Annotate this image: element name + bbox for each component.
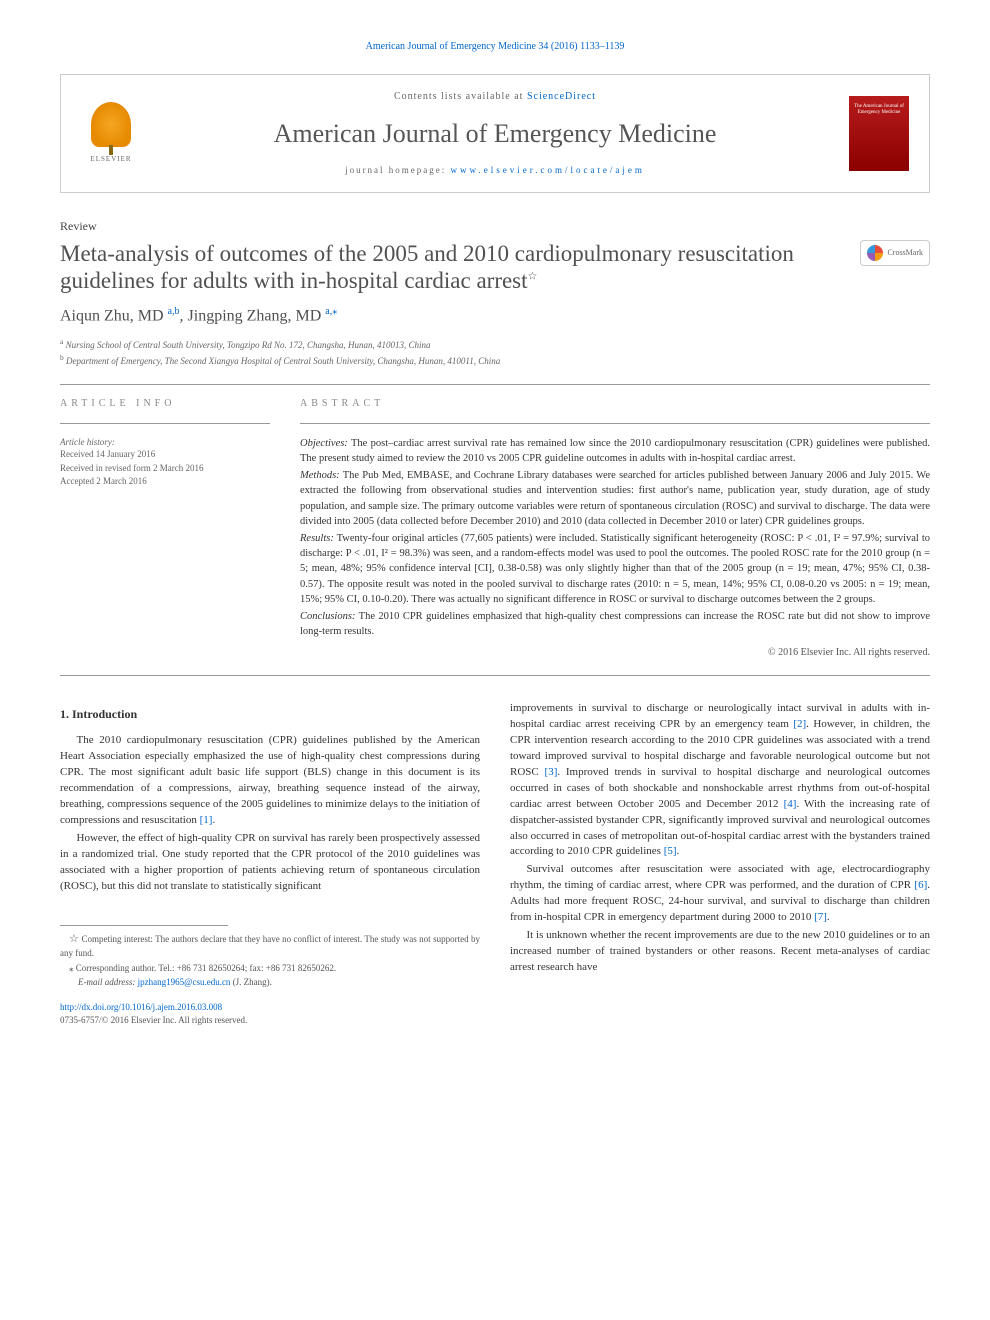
corresponding-text: Corresponding author. Tel.: +86 731 8265… xyxy=(74,963,337,973)
article-info-heading: ARTICLE INFO xyxy=(60,397,270,411)
abstract-methods: Methods: The Pub Med, EMBASE, and Cochra… xyxy=(300,468,930,529)
running-header: American Journal of Emergency Medicine 3… xyxy=(60,40,930,54)
abstract-copyright: © 2016 Elsevier Inc. All rights reserved… xyxy=(300,646,930,661)
info-divider xyxy=(60,423,270,424)
conclusions-text: The 2010 CPR guidelines emphasized that … xyxy=(300,611,930,637)
article-type: Review xyxy=(60,218,930,235)
body-p2: However, the effect of high-quality CPR … xyxy=(60,831,480,895)
footnote-divider xyxy=(60,925,228,926)
sciencedirect-link[interactable]: ScienceDirect xyxy=(527,91,596,102)
abstract-objectives: Objectives: The post–cardiac arrest surv… xyxy=(300,436,930,466)
cover-text: The American Journal of Emergency Medici… xyxy=(849,104,909,116)
results-label: Results: xyxy=(300,533,334,544)
main-body: 1. Introduction The 2010 cardiopulmonary… xyxy=(60,701,930,1027)
issn-copyright: 0735-6757/© 2016 Elsevier Inc. All right… xyxy=(60,1015,247,1025)
email-link[interactable]: jpzhang1965@csu.edu.cn xyxy=(138,977,231,987)
elsevier-tree-icon xyxy=(91,102,131,147)
crossmark-icon xyxy=(867,245,883,261)
competing-text: Competing interest: The authors declare … xyxy=(60,934,480,958)
crossmark-label: CrossMark xyxy=(887,247,923,258)
p2a: However, the effect of high-quality CPR … xyxy=(60,832,480,892)
email-suffix: (J. Zhang). xyxy=(230,977,272,987)
footnote-email: E-mail address: jpzhang1965@csu.edu.cn (… xyxy=(60,976,480,989)
article-title: Meta-analysis of outcomes of the 2005 an… xyxy=(60,240,860,295)
ref-3-link[interactable]: [3] xyxy=(545,766,558,778)
objectives-text: The post–cardiac arrest survival rate ha… xyxy=(300,438,930,464)
affiliation-b-text: Department of Emergency, The Second Xian… xyxy=(66,356,500,366)
abstract-conclusions: Conclusions: The 2010 CPR guidelines emp… xyxy=(300,609,930,639)
body-p3: improvements in survival to discharge or… xyxy=(510,701,930,860)
p5: It is unknown whether the recent improve… xyxy=(510,929,930,973)
info-abstract-row: ARTICLE INFO Article history: Received 1… xyxy=(60,397,930,660)
ref-6-link[interactable]: [6] xyxy=(914,879,927,891)
abstract-column: ABSTRACT Objectives: The post–cardiac ar… xyxy=(300,397,930,660)
history-revised: Received in revised form 2 March 2016 xyxy=(60,462,270,476)
authors-line: Aiqun Zhu, MD a,b, Jingping Zhang, MD a,… xyxy=(60,305,930,328)
journal-name: American Journal of Emergency Medicine xyxy=(141,116,849,152)
affiliation-a: a Nursing School of Central South Univer… xyxy=(60,336,930,353)
p1a: The 2010 cardiopulmonary resuscitation (… xyxy=(60,734,480,826)
methods-label: Methods: xyxy=(300,470,340,481)
p4a: Survival outcomes after resuscitation we… xyxy=(510,863,930,891)
ref-2-link[interactable]: [2] xyxy=(793,718,806,730)
ref-1-link[interactable]: [1] xyxy=(200,814,213,826)
journal-homepage: journal homepage: www.elsevier.com/locat… xyxy=(141,164,849,177)
corresponding-mark-icon: ⁎ xyxy=(332,306,337,317)
abstract-results: Results: Twenty-four original articles (… xyxy=(300,531,930,607)
contents-prefix: Contents lists available at xyxy=(394,91,527,102)
abstract-heading: ABSTRACT xyxy=(300,397,930,411)
homepage-prefix: journal homepage: xyxy=(345,165,450,175)
banner-center: Contents lists available at ScienceDirec… xyxy=(141,90,849,177)
affiliations: a Nursing School of Central South Univer… xyxy=(60,336,930,369)
elsevier-label: ELSEVIER xyxy=(90,155,131,165)
history-label: Article history: xyxy=(60,436,270,449)
abstract-divider xyxy=(300,423,930,424)
footnote-corresponding: ⁎ Corresponding author. Tel.: +86 731 82… xyxy=(60,962,480,975)
p4c: . xyxy=(827,911,830,923)
body-p1: The 2010 cardiopulmonary resuscitation (… xyxy=(60,733,480,829)
email-label: E-mail address: xyxy=(78,977,138,987)
crossmark-badge[interactable]: CrossMark xyxy=(860,240,930,266)
doi-block: http://dx.doi.org/10.1016/j.ajem.2016.03… xyxy=(60,1001,480,1027)
author-1: Aiqun Zhu, MD xyxy=(60,307,168,324)
history-received: Received 14 January 2016 xyxy=(60,448,270,462)
abstract-text: Objectives: The post–cardiac arrest surv… xyxy=(300,436,930,660)
body-p5: It is unknown whether the recent improve… xyxy=(510,928,930,976)
doi-link[interactable]: http://dx.doi.org/10.1016/j.ajem.2016.03… xyxy=(60,1002,222,1012)
author-1-affil: a,b xyxy=(168,306,180,317)
divider-top xyxy=(60,384,930,385)
methods-text: The Pub Med, EMBASE, and Cochrane Librar… xyxy=(300,470,930,527)
affiliation-a-text: Nursing School of Central South Universi… xyxy=(66,340,431,350)
title-row: Meta-analysis of outcomes of the 2005 an… xyxy=(60,240,930,295)
homepage-link[interactable]: www.elsevier.com/locate/ajem xyxy=(451,165,645,175)
ref-7-link[interactable]: [7] xyxy=(814,911,827,923)
footnote-competing: ☆ Competing interest: The authors declar… xyxy=(60,932,480,960)
elsevier-logo: ELSEVIER xyxy=(81,98,141,168)
journal-cover-thumb: The American Journal of Emergency Medici… xyxy=(849,96,909,171)
title-star-icon: ☆ xyxy=(528,271,538,283)
journal-banner: ELSEVIER Contents lists available at Sci… xyxy=(60,74,930,193)
section-1-heading: 1. Introduction xyxy=(60,706,480,723)
footnotes: ☆ Competing interest: The authors declar… xyxy=(60,932,480,989)
objectives-label: Objectives: xyxy=(300,438,348,449)
ref-5-link[interactable]: [5] xyxy=(664,845,677,857)
conclusions-label: Conclusions: xyxy=(300,611,355,622)
ref-4-link[interactable]: [4] xyxy=(784,798,797,810)
p3e: . xyxy=(677,845,680,857)
affiliation-b: b Department of Emergency, The Second Xi… xyxy=(60,352,930,369)
results-text: Twenty-four original articles (77,605 pa… xyxy=(300,533,930,605)
star-icon: ☆ xyxy=(69,933,79,945)
contents-line: Contents lists available at ScienceDirec… xyxy=(141,90,849,104)
title-text: Meta-analysis of outcomes of the 2005 an… xyxy=(60,241,794,294)
author-sep: , Jingping Zhang, MD xyxy=(180,307,326,324)
history-accepted: Accepted 2 March 2016 xyxy=(60,475,270,489)
body-p4: Survival outcomes after resuscitation we… xyxy=(510,862,930,926)
divider-bottom xyxy=(60,675,930,676)
p1b: . xyxy=(212,814,215,826)
article-info-column: ARTICLE INFO Article history: Received 1… xyxy=(60,397,270,660)
